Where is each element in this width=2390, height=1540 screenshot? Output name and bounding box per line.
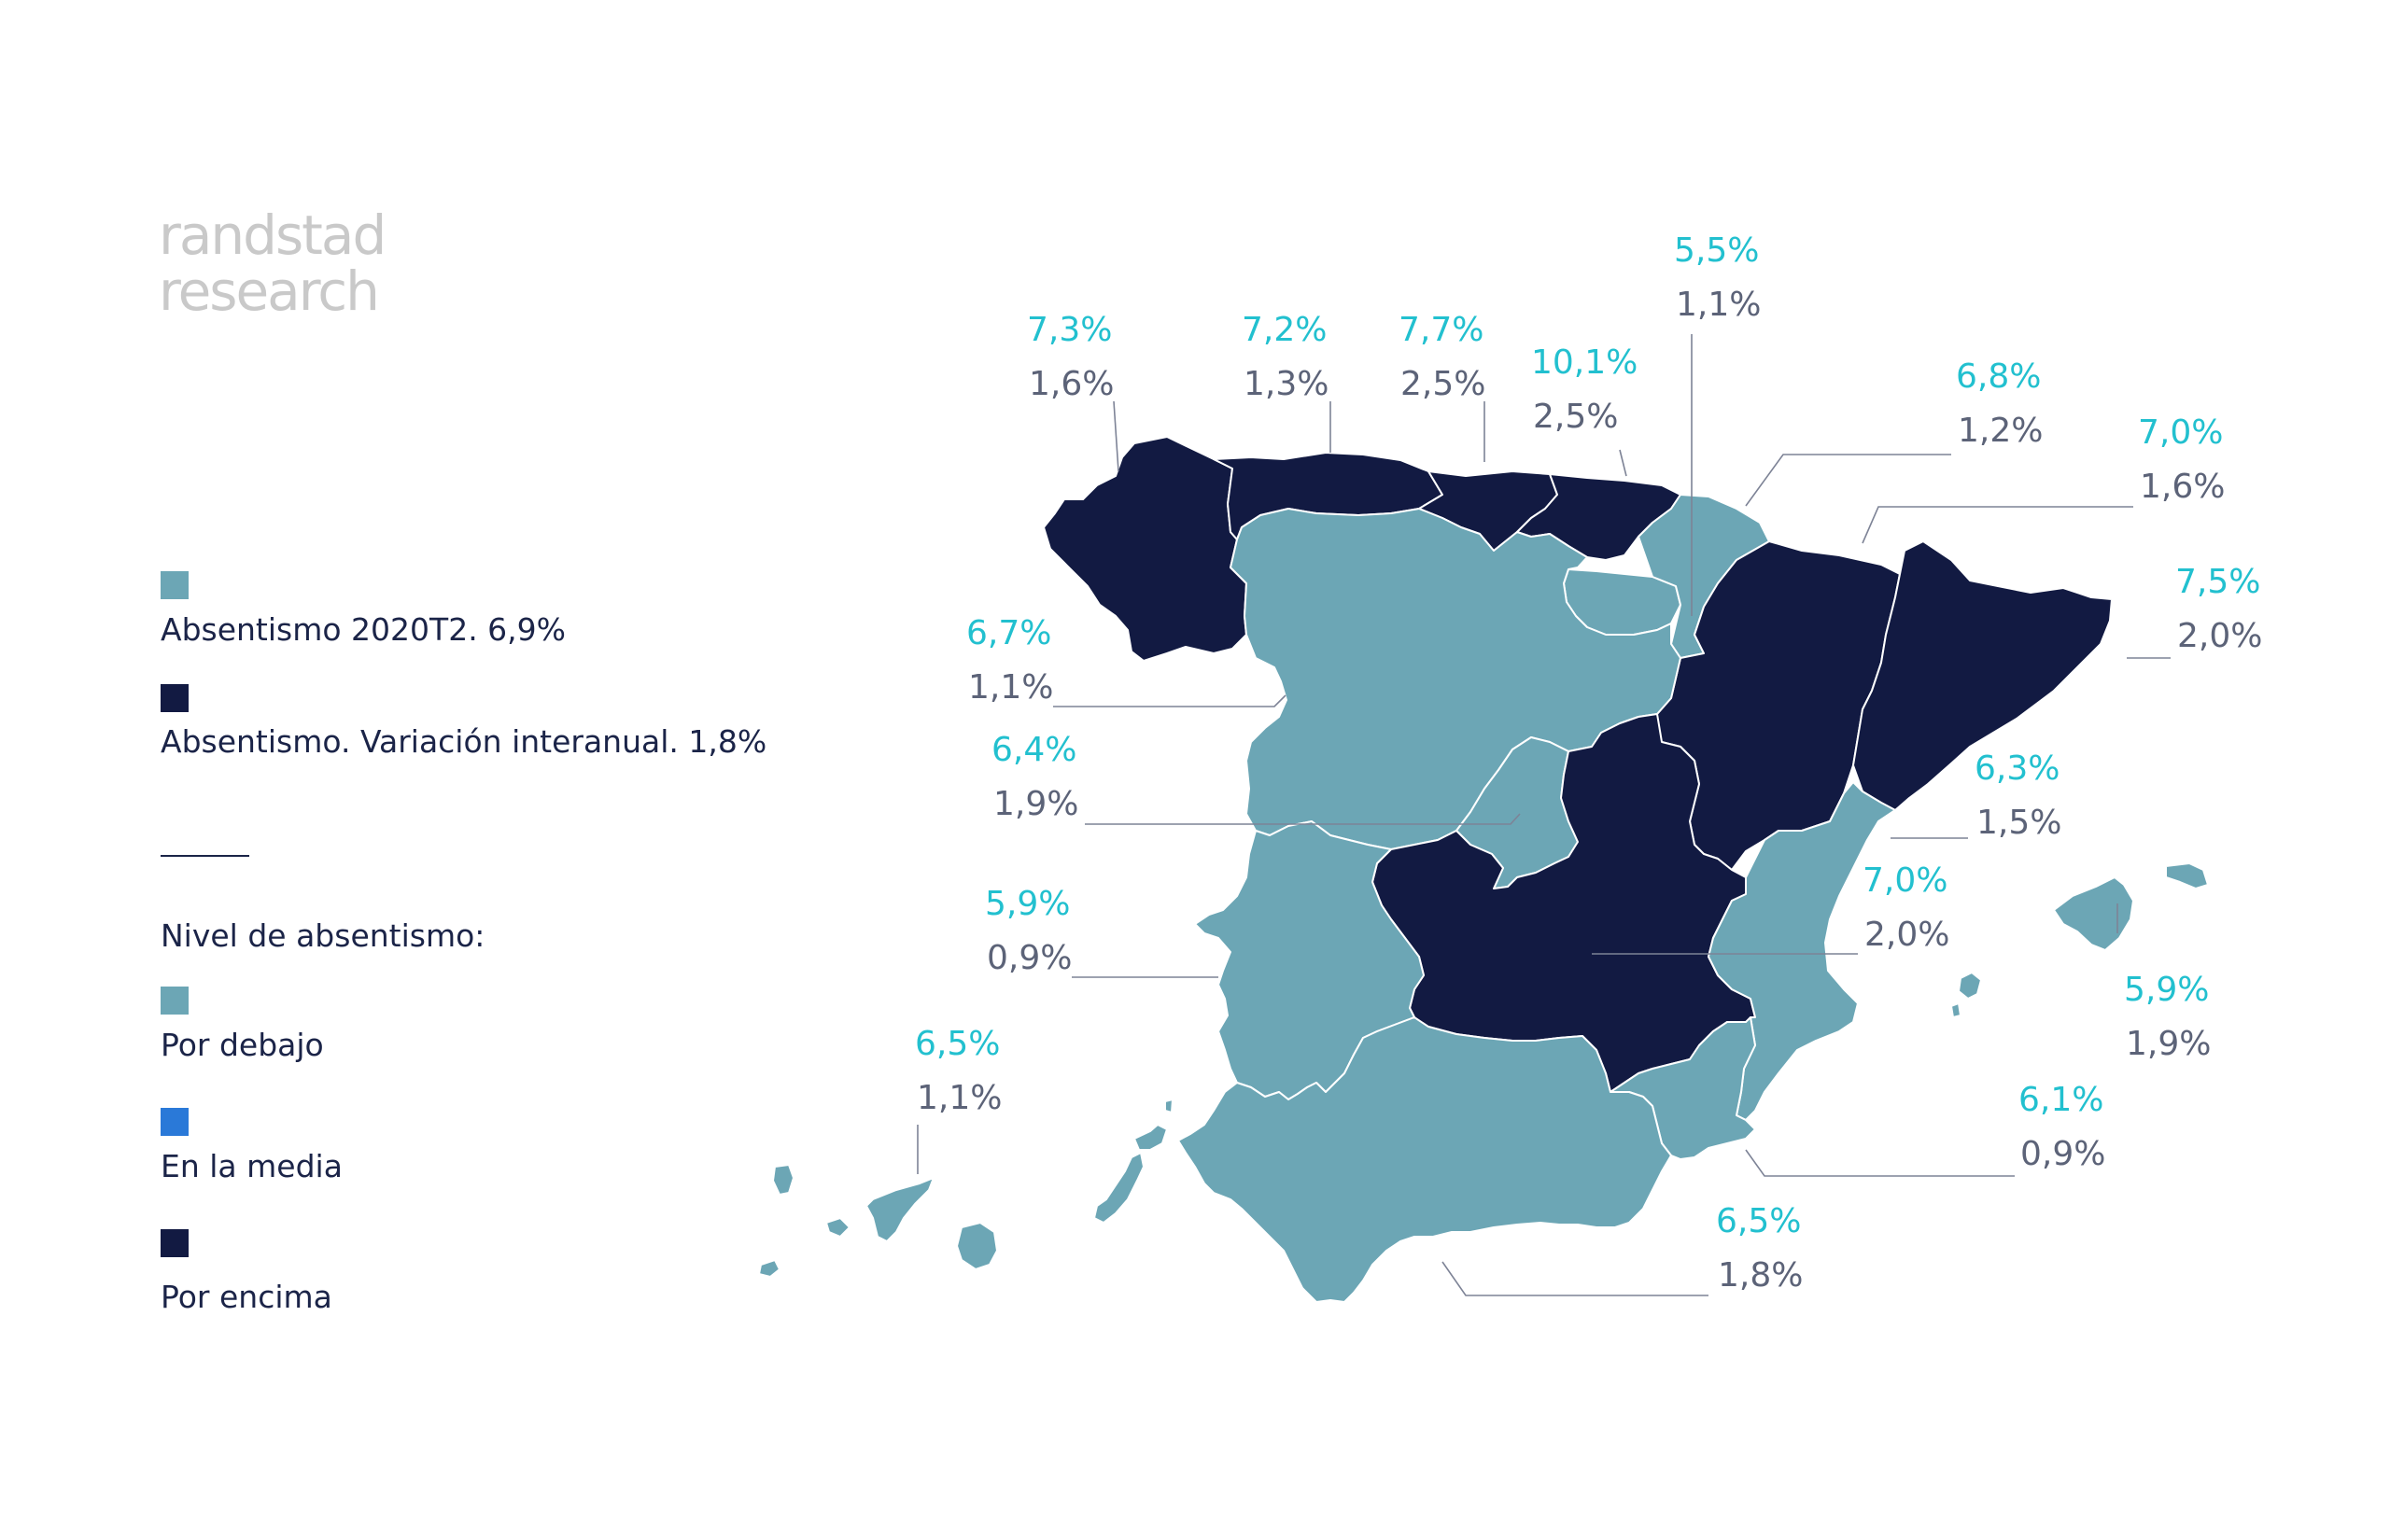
label-absentismo-cataluna: 7,5% [2175,563,2260,601]
label-absentismo-madrid: 6,4% [991,731,1076,769]
region-cataluna[interactable] [1852,540,2113,811]
legend-divider [161,855,249,857]
label-absentismo-navarra: 6,8% [1956,357,2041,396]
label-variacion-navarra: 1,2% [1958,412,2043,450]
legend-absentismo-label: Absentismo 2020T2. 6,9% [161,611,567,648]
label-absentismo-murcia: 6,1% [2018,1081,2103,1119]
leader-aragon [1862,506,2133,544]
label-absentismo-extremadura: 5,9% [985,885,1070,923]
label-variacion-pais-vasco: 2,5% [1533,398,1618,436]
label-absentismo-galicia: 7,3% [1027,311,1112,349]
label-absentismo-cantabria: 7,7% [1399,311,1483,349]
label-absentismo-canarias: 6,5% [915,1025,1000,1063]
region-galicia[interactable] [1043,436,1247,662]
leader-lines [917,334,2171,1296]
label-variacion-aragon: 1,6% [2140,468,2225,506]
leader-navarra [1745,454,1951,507]
label-variacion-murcia: 0,9% [2020,1135,2105,1173]
label-variacion-cantabria: 2,5% [1400,365,1485,403]
label-absentismo-asturias: 7,2% [1242,311,1327,349]
label-variacion-andalucia: 1,8% [1718,1256,1803,1295]
region-labels: 7,3% 1,6% 7,2% 1,3% 7,7% 2,5% 10,1% 2,5% 5,5% 1,1… [915,231,2262,1295]
legend-nivel-title: Nivel de absentismo: [161,917,485,954]
legend-below-label: Por debajo [161,1027,324,1063]
legend-absentismo-swatch [161,571,189,599]
legend-above-label: Por encima [161,1279,332,1315]
legend-variacion-label: Absentismo. Variación interanual. 1,8% [161,723,767,760]
leader-andalucia [1441,1261,1708,1296]
label-variacion-cataluna: 2,0% [2177,617,2262,655]
label-variacion-castilla-la-mancha: 2,0% [1864,916,1949,954]
label-absentismo-castilla-leon: 6,7% [966,614,1051,652]
label-variacion-extremadura: 0,9% [987,939,1072,977]
leader-madrid [1085,813,1521,825]
region-baleares[interactable] [1950,862,2209,1018]
region-andalucia[interactable] [1177,1016,1672,1303]
legend-above-swatch [161,1229,189,1257]
logo-line-2: research [159,259,380,323]
label-variacion-madrid: 1,9% [993,785,1078,823]
label-absentismo-baleares: 5,9% [2124,971,2209,1009]
randstad-research-logo: randstad research [159,203,387,323]
label-variacion-castilla-leon: 1,1% [968,668,1053,707]
leader-castilla-leon [1053,694,1286,707]
label-absentismo-comunidad-valenciana: 6,3% [1975,749,2060,788]
leader-galicia [1113,400,1119,472]
leader-murcia [1745,1149,2015,1177]
label-variacion-galicia: 1,6% [1029,365,1114,403]
label-absentismo-pais-vasco: 10,1% [1531,343,1638,382]
label-absentismo-aragon: 7,0% [2138,413,2223,452]
logo-line-1: randstad [159,203,387,267]
label-absentismo-la-rioja: 5,5% [1674,231,1759,270]
label-variacion-comunidad-valenciana: 1,5% [1976,804,2061,842]
legend-average-label: En la media [161,1148,343,1184]
region-canarias[interactable] [758,1099,1174,1278]
label-variacion-la-rioja: 1,1% [1676,286,1761,324]
label-absentismo-andalucia: 6,5% [1716,1202,1801,1240]
region-comunidad-valenciana[interactable] [1708,781,1896,1121]
label-absentismo-castilla-la-mancha: 7,0% [1863,861,1947,900]
label-variacion-canarias: 1,1% [917,1079,1002,1117]
label-variacion-baleares: 1,9% [2126,1025,2211,1063]
leader-pais-vasco [1619,449,1627,477]
label-variacion-asturias: 1,3% [1244,365,1329,403]
legend-variacion-swatch [161,684,189,712]
legend-below-swatch [161,987,189,1015]
legend-average-swatch [161,1108,189,1136]
